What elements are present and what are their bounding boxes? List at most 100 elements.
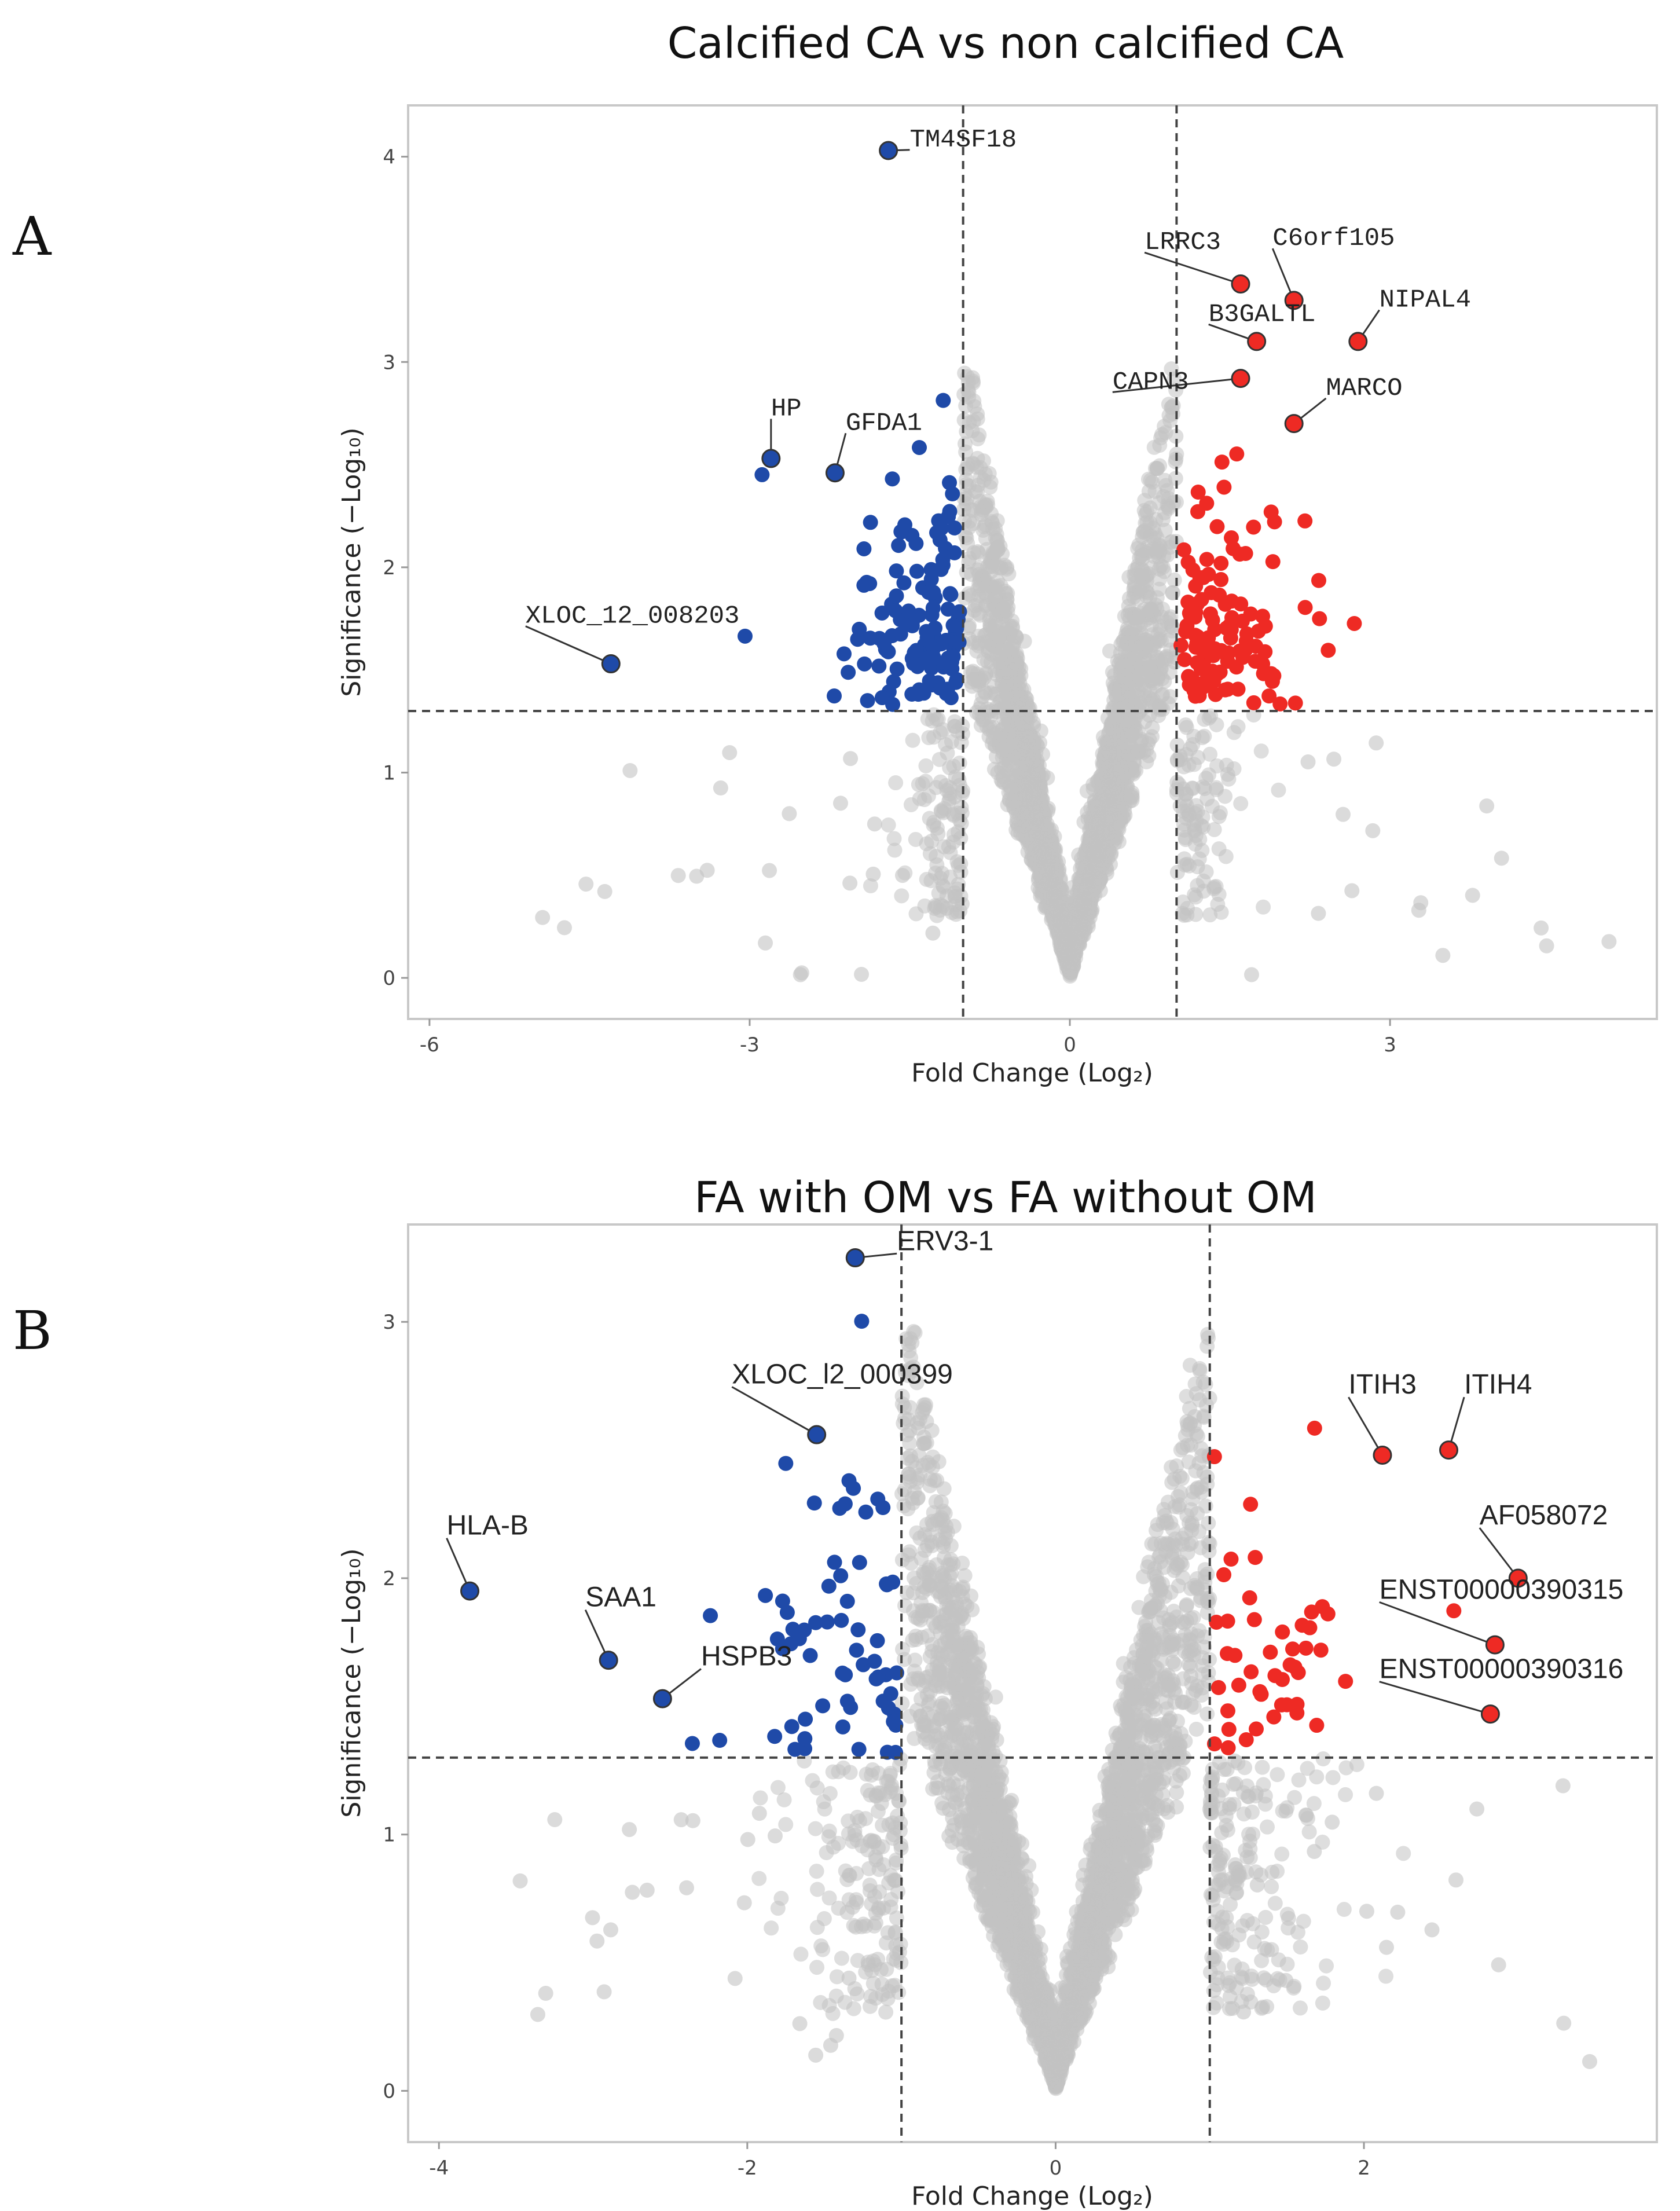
ns-point [753, 1790, 768, 1806]
ns-point [1218, 849, 1234, 864]
down-point [841, 665, 856, 680]
ns-point [966, 375, 981, 391]
ns-point [942, 786, 958, 802]
ns-point [1274, 1846, 1290, 1862]
ns-point [1186, 887, 1202, 903]
gene-label: GFDA1 [846, 409, 922, 438]
down-point [916, 685, 931, 701]
down-point [896, 575, 912, 591]
down-point [852, 621, 867, 637]
gene-label: TM4SF18 [909, 126, 1017, 155]
ns-point [905, 732, 920, 748]
down-point [936, 393, 951, 408]
up-point [1221, 645, 1237, 661]
gene-label: HP [771, 394, 802, 423]
ns-point [1534, 920, 1549, 936]
ns-point [1077, 901, 1093, 917]
ns-point [1194, 842, 1210, 858]
ns-point [1031, 767, 1047, 783]
ns-point [1311, 905, 1326, 921]
ns-point [1076, 885, 1092, 900]
ns-point [1465, 888, 1480, 903]
down-point [909, 659, 925, 674]
gene-label: CAPN3 [1113, 368, 1189, 397]
down-point [863, 515, 878, 530]
ns-point [1001, 784, 1017, 800]
ns-point [1256, 899, 1271, 915]
y-tick-label: 4 [383, 146, 395, 169]
up-point [1202, 606, 1218, 622]
ns-point [973, 460, 988, 475]
ns-point [975, 712, 991, 728]
ns-point [1157, 673, 1172, 689]
ns-point [1142, 643, 1158, 659]
ns-point [1114, 658, 1130, 674]
up-point [1206, 648, 1222, 663]
down-point [871, 658, 887, 674]
labeled-gene-point [1231, 369, 1250, 388]
ns-point [1098, 744, 1113, 760]
ns-point [887, 842, 903, 858]
ns-point [1121, 683, 1137, 699]
ns-point [1270, 1767, 1285, 1783]
up-point [1246, 519, 1261, 535]
ns-point [1211, 809, 1227, 824]
x-tick-label: -3 [740, 1033, 760, 1057]
down-point [860, 693, 875, 709]
ns-point [1209, 758, 1225, 773]
ns-point [1369, 735, 1384, 751]
panel-letter-a: A [12, 206, 52, 267]
up-point [1176, 542, 1192, 558]
panel-letter-b: B [13, 1300, 52, 1362]
ns-point [597, 883, 612, 899]
ns-point [1378, 1968, 1394, 1984]
labeled-gene-point [825, 463, 845, 483]
ns-point [998, 717, 1014, 732]
ns-point [957, 590, 973, 606]
ns-point [908, 831, 923, 847]
ns-point [1116, 633, 1132, 648]
x-tick-label: 0 [1050, 2157, 1062, 2180]
down-point [945, 617, 961, 633]
up-point [1201, 677, 1216, 693]
ns-point [778, 1817, 794, 1832]
up-point [1209, 519, 1225, 534]
ns-point [975, 500, 991, 515]
up-point [1219, 621, 1234, 636]
ns-point [865, 866, 881, 882]
ns-point [1213, 904, 1229, 920]
ns-point [834, 1950, 849, 1966]
up-point [1320, 643, 1336, 658]
ns-point [1011, 710, 1027, 725]
ns-point [1271, 782, 1286, 798]
volcano-panel-a: Calcified CA vs non calcified CA -6 -3 0 3 … [337, 19, 1658, 1088]
down-point [938, 686, 954, 702]
ns-point [832, 795, 848, 811]
down-point [859, 574, 875, 590]
ns-point [958, 398, 974, 413]
up-point [1311, 573, 1326, 588]
labeled-gene-point [1348, 332, 1368, 351]
ns-point [1267, 1895, 1283, 1911]
ns-point [995, 669, 1011, 684]
ns-point [945, 834, 961, 850]
gene-label: NIPAL4 [1380, 286, 1471, 315]
down-point [942, 504, 958, 519]
ns-point [1157, 564, 1172, 580]
ns-point [1206, 822, 1222, 837]
y-tick-label: 3 [383, 351, 395, 374]
down-point [909, 563, 925, 579]
ns-point [997, 734, 1013, 750]
ns-point [1226, 725, 1242, 740]
down-point [881, 644, 896, 659]
ns-point [1139, 515, 1155, 530]
ns-point [1034, 822, 1050, 838]
non-significant-points [535, 361, 1617, 984]
ns-point [1011, 692, 1026, 708]
ns-point [971, 629, 986, 644]
up-point [1272, 696, 1288, 712]
ns-point [971, 545, 986, 561]
ns-point [947, 897, 963, 913]
